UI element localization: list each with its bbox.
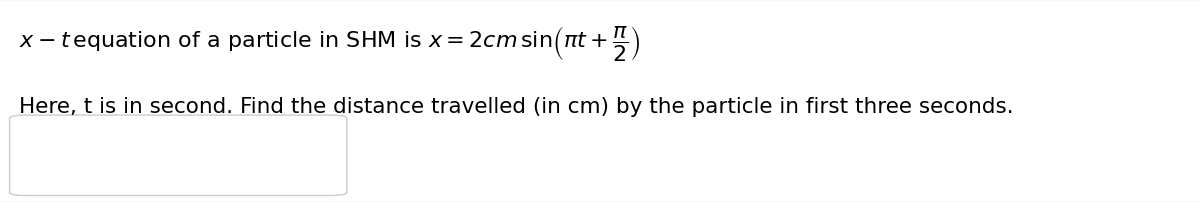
FancyBboxPatch shape xyxy=(10,116,347,196)
Text: $x - t\,\mathrm{equation\ of\ a\ particle\ in\ SHM\ is}\ x = 2cm\,\sin\!\left(\p: $x - t\,\mathrm{equation\ of\ a\ particl… xyxy=(19,24,641,63)
Text: Here, t is in second. Find the distance travelled (in cm) by the particle in fir: Here, t is in second. Find the distance … xyxy=(19,97,1014,117)
